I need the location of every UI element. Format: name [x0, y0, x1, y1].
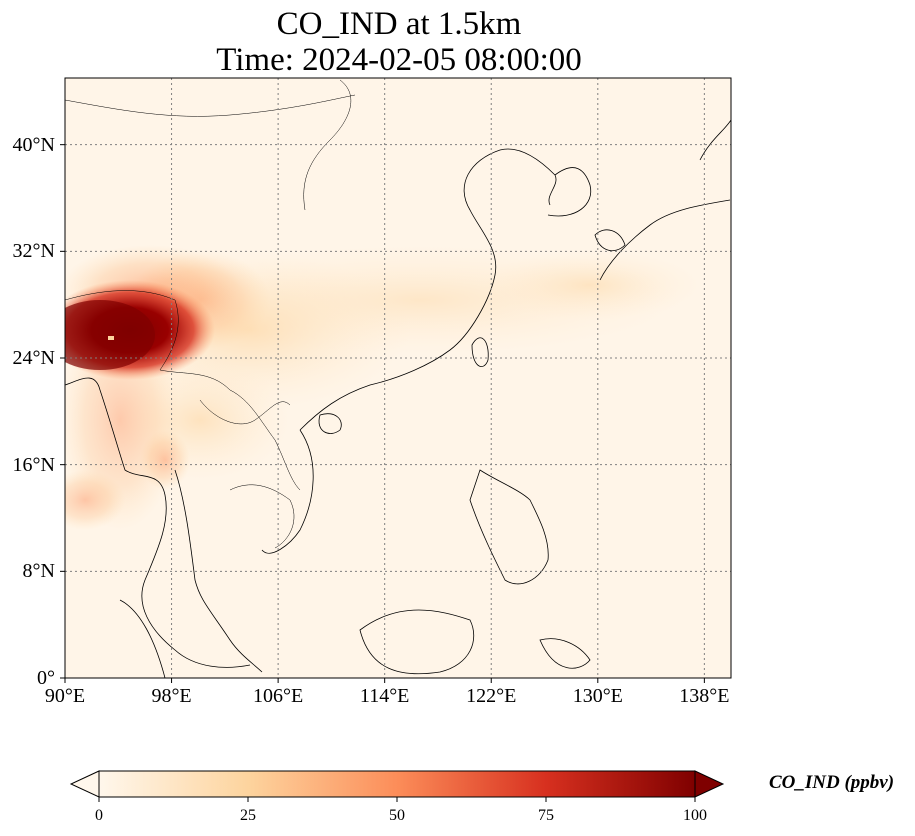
x-tick-label: 122°E: [466, 685, 517, 707]
x-tick-label: 138°E: [679, 685, 730, 707]
y-tick-label: 8°N: [22, 560, 55, 583]
map-title-line2: Time: 2024-02-05 08:00:00: [216, 42, 582, 78]
colorbar-over-arrow: [694, 770, 725, 798]
colorbar: [69, 770, 725, 802]
x-tick-label: 130°E: [572, 685, 623, 707]
y-tick-label: 24°N: [12, 347, 55, 369]
colorbar-tick-label: 25: [240, 807, 256, 824]
colorbar-label: CO_IND (ppbv): [769, 772, 895, 793]
x-tick-label: 106°E: [253, 685, 304, 707]
y-tick-label: 40°N: [12, 133, 55, 156]
colorbar-tick-label: 0: [95, 807, 103, 824]
gridlines: [65, 78, 731, 678]
colorbar-tick-label: 50: [389, 807, 405, 824]
colorbar-tick-label: 75: [538, 807, 554, 824]
x-tick-label: 90°E: [44, 685, 86, 707]
map-title-line1: CO_IND at 1.5km: [276, 6, 522, 42]
x-tick-label: 114°E: [359, 685, 410, 707]
y-tick-label: 32°N: [12, 240, 55, 263]
y-tick-label: 0°: [37, 667, 55, 689]
colorbar-tick-label: 100: [683, 807, 707, 824]
concentration-field: [65, 78, 731, 678]
country-borders: [65, 79, 356, 549]
y-tick-label: 16°N: [12, 453, 55, 476]
x-tick-label: 98°E: [151, 685, 192, 707]
map-frame: [64, 77, 732, 679]
colorbar-under-arrow: [69, 770, 100, 798]
